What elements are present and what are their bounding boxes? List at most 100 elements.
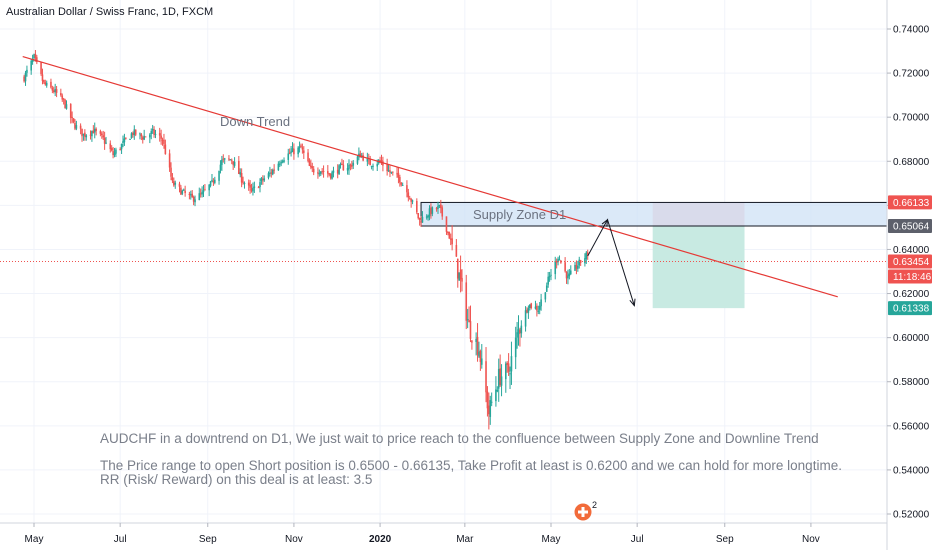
candle-body: [564, 262, 566, 272]
candle-body: [50, 81, 52, 88]
candle-body: [99, 131, 102, 134]
candle-body: [557, 258, 559, 263]
x-tick-label: 2020: [369, 534, 392, 545]
candle-body: [110, 148, 113, 151]
candle-body: [451, 238, 453, 245]
candle-body: [149, 134, 151, 138]
candle-body: [198, 193, 201, 201]
candle-body: [170, 167, 172, 177]
candle-body: [322, 170, 325, 172]
candle-body: [188, 193, 191, 195]
candle-body: [520, 325, 523, 334]
candle-body: [112, 151, 114, 156]
candle-body: [390, 171, 393, 173]
candle-body: [209, 181, 212, 186]
candle-body: [182, 189, 185, 191]
candle-body: [307, 152, 309, 162]
projection-arrow[interactable]: [587, 218, 635, 306]
x-tick-label: May: [542, 534, 561, 545]
candle-body: [277, 163, 280, 171]
candle-body: [332, 170, 335, 173]
candle-body: [91, 131, 93, 137]
x-tick-label: Sep: [199, 534, 217, 545]
candle-body: [191, 193, 194, 198]
candle-body: [408, 198, 411, 200]
candle-body: [510, 356, 513, 372]
y-tick-label: 0.62000: [893, 289, 930, 300]
candle-body: [352, 162, 355, 166]
candle-body: [554, 261, 557, 275]
candle-body: [34, 53, 37, 59]
candle-body: [548, 276, 551, 278]
candle-body: [194, 199, 196, 203]
candle-body: [530, 303, 533, 309]
candle-body: [329, 173, 332, 179]
candle-body: [278, 163, 281, 165]
candle-body: [506, 362, 509, 365]
candle-body: [568, 273, 571, 277]
candle-body: [417, 213, 420, 219]
candle-body: [161, 139, 164, 141]
candle-body: [230, 159, 233, 161]
candle-body: [538, 305, 541, 310]
candle-body: [233, 161, 236, 166]
candle-body: [192, 196, 195, 202]
candle-body: [486, 391, 489, 409]
time-axis[interactable]: [0, 523, 887, 550]
candle-body: [65, 104, 68, 109]
candle-body: [173, 181, 175, 186]
candle-body: [243, 183, 246, 185]
take-profit-zone: [652, 225, 745, 309]
supply-zone-label: Supply Zone D1: [473, 207, 566, 222]
candle-body: [79, 125, 82, 129]
down-trend-line[interactable]: [22, 55, 838, 298]
candle-body: [499, 368, 501, 385]
candle-body: [469, 321, 472, 339]
candle-body: [465, 282, 468, 321]
candle-body: [113, 152, 116, 156]
candle-body: [387, 170, 390, 172]
candle-body: [211, 179, 213, 181]
candle-body: [214, 179, 216, 183]
candle-body: [397, 172, 400, 178]
candle-body: [280, 162, 282, 164]
candle-body: [575, 264, 578, 269]
price-tag-label: 11:18:46: [893, 272, 932, 283]
candle-body: [105, 142, 107, 144]
candle-body: [247, 182, 250, 186]
candle-body: [547, 276, 549, 285]
candle-body: [537, 310, 540, 312]
y-tick-label: 0.54000: [893, 465, 930, 476]
candle-body: [72, 118, 75, 122]
candle-body: [555, 261, 558, 263]
y-tick-label: 0.72000: [893, 69, 930, 80]
candle-body: [223, 158, 226, 160]
candle-body: [526, 309, 528, 313]
candle-body: [586, 252, 589, 256]
candle-body: [339, 164, 342, 166]
candle-body: [585, 252, 588, 259]
candle-body: [303, 150, 305, 153]
x-tick-label: Jul: [631, 534, 644, 545]
candle-body: [40, 62, 42, 74]
candle-body: [489, 400, 492, 417]
note-line-1: AUDCHF in a downtrend on D1, We just wai…: [100, 431, 819, 446]
candle-body: [478, 351, 480, 357]
candle-body: [69, 104, 72, 118]
candle-body: [455, 244, 458, 257]
price-tag: [888, 269, 932, 284]
candle-body: [95, 128, 97, 131]
arrow-head-peak: [601, 218, 609, 227]
candle-body: [427, 215, 429, 218]
candle-body: [382, 161, 384, 166]
candle-body: [524, 310, 527, 327]
candle-body: [273, 169, 275, 171]
candle-body: [221, 159, 223, 165]
candle-body: [410, 198, 412, 202]
badge[interactable]: 2: [574, 500, 598, 521]
x-tick-label: Mar: [456, 534, 474, 545]
candle-body: [328, 173, 331, 175]
candle-body: [321, 171, 323, 173]
